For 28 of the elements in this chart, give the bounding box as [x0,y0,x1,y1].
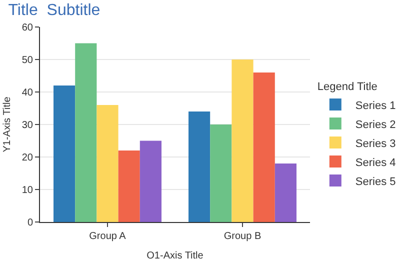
bar [75,43,97,222]
x-axis-title: O1-Axis Title [146,250,204,262]
bar [54,86,76,222]
bar [140,140,162,222]
bar [118,150,140,222]
legend-label: Series 4 [355,156,396,169]
y-tick-label: 50 [22,55,34,66]
y-tick-label: 40 [22,88,34,98]
legend-title: Legend Title [317,81,378,94]
y-tick-label: 30 [22,120,34,131]
bar [210,124,232,222]
legend-label: Series 2 [355,118,396,131]
bar [188,112,210,222]
y-tick-label: 60 [22,22,34,34]
bar [232,60,254,222]
legend-label: Series 3 [355,138,396,150]
legend-label: Series 1 [355,100,396,112]
chart-title: Title Subtitle [8,2,100,20]
bar [96,105,118,222]
y-tick-label: 0 [27,218,34,228]
x-tick-label: Group B [224,231,262,242]
legend-label: Series 5 [355,176,396,188]
y-tick-label: 10 [22,185,34,196]
y-tick-label: 20 [22,152,34,164]
bar [274,164,296,222]
bar [253,72,275,222]
x-tick-label: Group A [89,231,126,242]
y-axis-title: Y1-Axis Title [2,96,13,152]
